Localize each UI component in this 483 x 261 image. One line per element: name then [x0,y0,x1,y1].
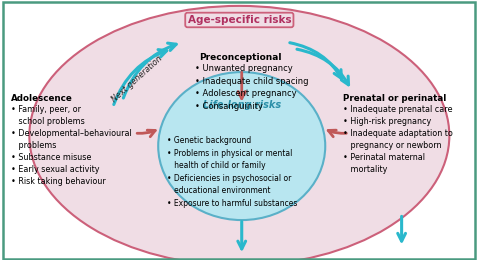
Text: • Inadequate prenatal care: • Inadequate prenatal care [343,105,453,114]
Text: Adolescence: Adolescence [11,94,73,103]
Text: • Consanguinity: • Consanguinity [196,102,263,111]
Ellipse shape [29,6,449,261]
Text: • Exposure to harmful substances: • Exposure to harmful substances [167,199,297,207]
Text: • Risk taking behaviour: • Risk taking behaviour [11,177,106,186]
Text: • Family, peer, or: • Family, peer, or [11,105,81,114]
Text: educational environment: educational environment [167,186,270,195]
Text: • Perinatal maternal: • Perinatal maternal [343,153,426,162]
Text: problems: problems [11,141,57,150]
Text: Age-specific risks: Age-specific risks [187,15,291,25]
Text: • Substance misuse: • Substance misuse [11,153,92,162]
Text: Prenatal or perinatal: Prenatal or perinatal [343,94,447,103]
Text: • Early sexual activity: • Early sexual activity [11,165,99,174]
Text: mortality: mortality [343,165,388,174]
Text: • Adolescent pregnancy: • Adolescent pregnancy [196,89,297,98]
Ellipse shape [158,72,325,220]
Text: • Developmental–behavioural: • Developmental–behavioural [11,129,132,138]
Text: • Inadequate adaptation to: • Inadequate adaptation to [343,129,453,138]
Text: • Problems in physical or mental: • Problems in physical or mental [167,149,292,158]
Text: • Genetic background: • Genetic background [167,136,251,145]
Text: Preconceptional: Preconceptional [199,53,281,62]
Text: • Inadequate child spacing: • Inadequate child spacing [196,77,309,86]
Text: pregnancy or newborn: pregnancy or newborn [343,141,442,150]
Text: health of child or family: health of child or family [167,161,266,170]
Text: • Unwanted pregnancy: • Unwanted pregnancy [196,64,293,73]
Text: Next generation: Next generation [110,54,164,104]
Text: • Deficiencies in psychosocial or: • Deficiencies in psychosocial or [167,174,291,183]
Text: • High-risk pregnancy: • High-risk pregnancy [343,117,432,126]
Text: Life-long risks: Life-long risks [203,99,281,110]
Text: school problems: school problems [11,117,85,126]
